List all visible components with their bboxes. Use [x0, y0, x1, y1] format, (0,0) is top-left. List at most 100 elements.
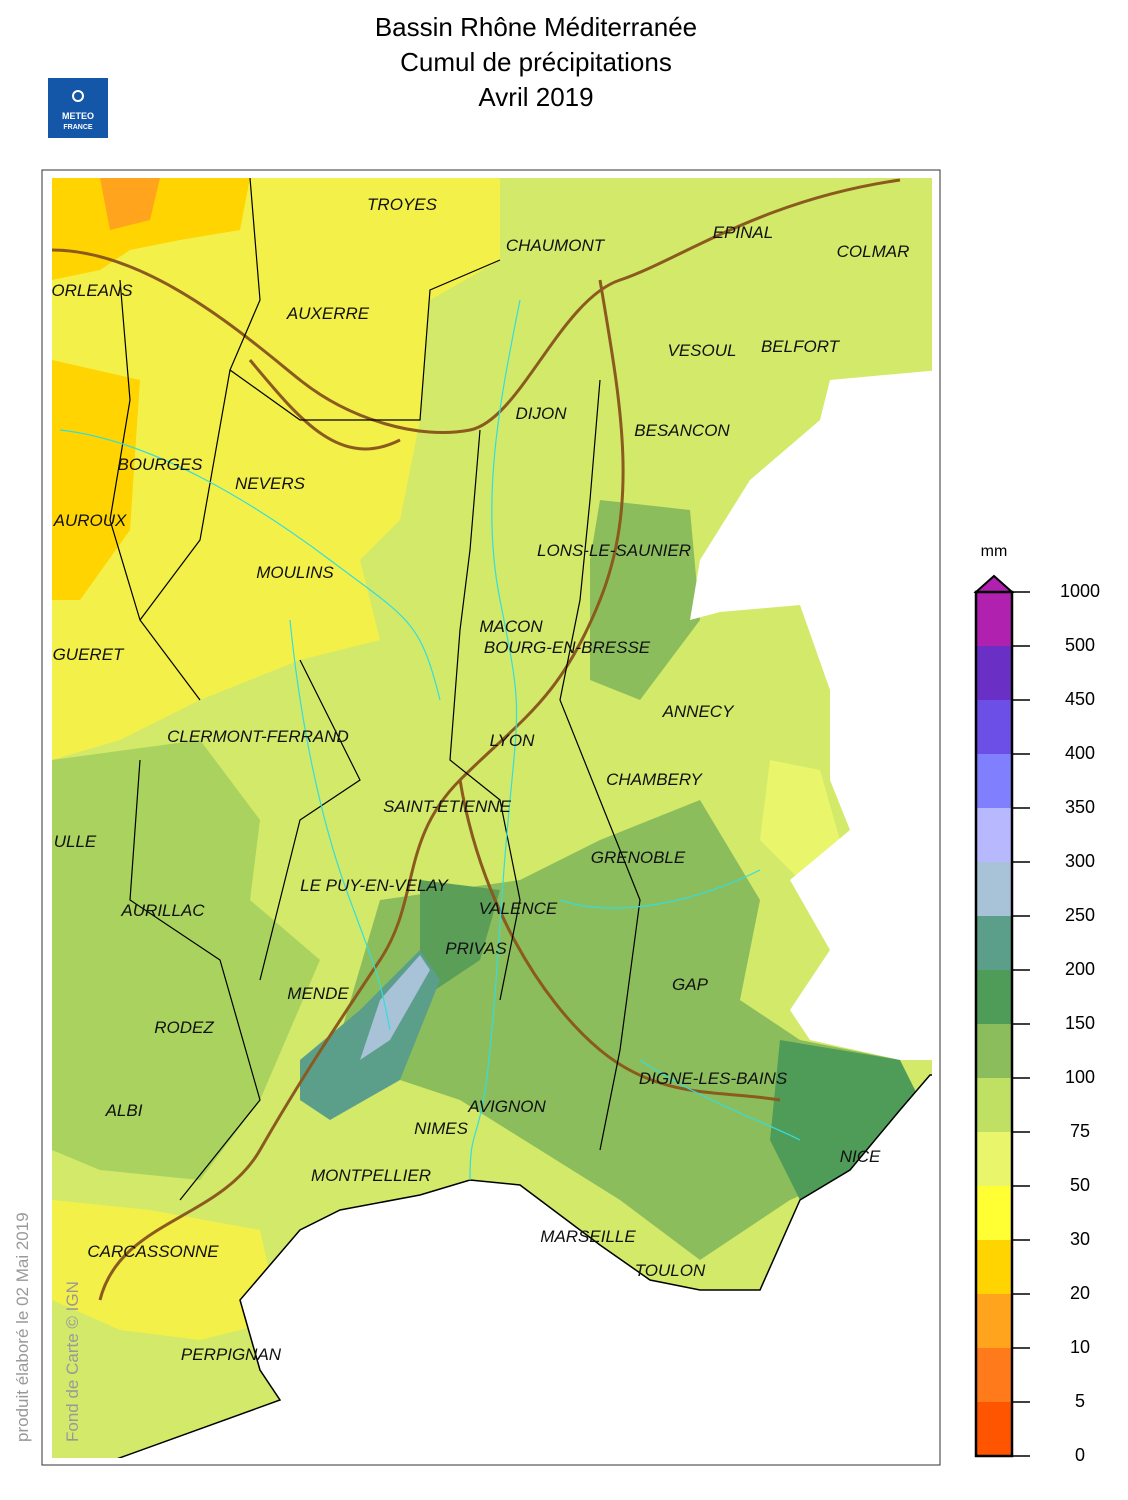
legend-bin [976, 808, 1012, 862]
legend-bin [976, 1132, 1012, 1186]
logo-text: FRANCE [63, 124, 92, 131]
zone-yellow [52, 1200, 280, 1340]
legend-tick-label: 20 [1070, 1283, 1090, 1303]
title-line: Cumul de précipitations [400, 47, 672, 77]
legend-tick-label: 5 [1075, 1391, 1085, 1411]
legend-tick-label: 0 [1075, 1445, 1085, 1465]
rivers [59, 299, 801, 1181]
city-label: LE PUY-EN-VELAY [300, 876, 449, 895]
legend-tick-label: 200 [1065, 959, 1095, 979]
legend-bin [976, 1348, 1012, 1402]
zone-150 [770, 1040, 920, 1200]
sea [117, 1074, 932, 1458]
city-label: NIMES [414, 1119, 469, 1138]
legend-bin [976, 862, 1012, 916]
legend-bin [976, 970, 1012, 1024]
map [52, 178, 932, 1458]
city-label: BESANCON [634, 421, 730, 440]
legend-tick-label: 350 [1065, 797, 1095, 817]
city-label: COLMAR [837, 242, 910, 261]
city-label: MOULINS [256, 563, 334, 582]
city-label: MONTPELLIER [311, 1166, 431, 1185]
legend-tick-label: 500 [1065, 635, 1095, 655]
city-labels: TROYES CHAUMONT EPINAL COLMAR ORLEANS AUXERRE… [51, 195, 909, 1364]
city-label: MACON [479, 617, 543, 636]
city-label: ANNECY [662, 702, 736, 721]
zone-orange [100, 178, 160, 230]
legend-tick-label: 450 [1065, 689, 1095, 709]
logo-icon [72, 90, 84, 102]
city-label: VALENCE [479, 899, 558, 918]
city-label: DIJON [516, 404, 568, 423]
map-frame [41, 169, 941, 1466]
city-label: SAINT-ETIENNE [383, 797, 512, 816]
city-label: AUROUX [53, 511, 127, 530]
zone-250 [360, 955, 430, 1060]
legend-tick-label: 250 [1065, 905, 1095, 925]
city-label: PERPIGNAN [181, 1345, 282, 1364]
department-borders [109, 178, 641, 1201]
legend-bin [976, 916, 1012, 970]
outside-area [690, 370, 932, 1060]
city-label: CARCASSONNE [87, 1242, 219, 1261]
title-line: Bassin Rhône Méditerranée [375, 12, 697, 42]
legend-tick-label: 75 [1070, 1121, 1090, 1141]
legend-tick-label: 10 [1070, 1337, 1090, 1357]
logo [48, 78, 108, 138]
city-label: NEVERS [235, 474, 306, 493]
city-label: CHAUMONT [506, 236, 606, 255]
legend-tick-label: 30 [1070, 1229, 1090, 1249]
basin-borders [52, 178, 901, 1301]
legend-unit: mm [981, 543, 1008, 560]
city-label: GUERET [53, 645, 125, 664]
map-credit: Fond de Carte © IGN [63, 1281, 82, 1442]
city-label: LONS-LE-SAUNIER [537, 541, 691, 560]
legend-bin [976, 646, 1012, 700]
city-label: GAP [672, 975, 709, 994]
zone-gold [52, 360, 140, 600]
legend: mm 0 5 10 20 30 50 75 100 150 200 250 300 350 400 450 5… [973, 543, 1100, 1465]
legend-bin [976, 1402, 1012, 1456]
city-label: RODEZ [154, 1018, 214, 1037]
legend-tick-label: 1000 [1060, 581, 1100, 601]
zone-gold [52, 178, 250, 280]
legend-bin [976, 700, 1012, 754]
title-line: Avril 2019 [478, 82, 593, 112]
city-label: DIGNE-LES-BAINS [639, 1069, 788, 1088]
city-label: BOURG-EN-BRESSE [484, 638, 651, 657]
city-label: LYON [490, 731, 535, 750]
legend-bin [976, 1024, 1012, 1078]
zone-green-dark [590, 500, 700, 700]
production-note: produit élaboré le 02 Mai 2019 [13, 1212, 32, 1442]
city-label: CHAMBERY [606, 770, 703, 789]
city-label: AURILLAC [120, 901, 205, 920]
city-label: MARSEILLE [540, 1227, 636, 1246]
zone-yellow [52, 178, 500, 760]
legend-bin [976, 1078, 1012, 1132]
city-label: BOURGES [117, 455, 203, 474]
legend-tick-label: 100 [1065, 1067, 1095, 1087]
legend-bin [976, 592, 1012, 646]
city-label: VESOUL [668, 341, 737, 360]
city-label: MENDE [287, 984, 349, 1003]
zone-green [52, 740, 320, 1180]
legend-tick-label: 300 [1065, 851, 1095, 871]
legend-tick-label: 150 [1065, 1013, 1095, 1033]
legend-extend-arrow [973, 574, 1015, 593]
city-label: GRENOBLE [591, 848, 686, 867]
city-label: NICE [840, 1147, 881, 1166]
city-label: AUXERRE [286, 304, 370, 323]
logo-text: METEO [62, 111, 94, 121]
zone-150 [420, 880, 500, 1000]
city-label: TOULON [635, 1261, 706, 1280]
legend-bin [976, 1294, 1012, 1348]
city-label: ALBI [105, 1101, 143, 1120]
legend-bin [976, 1240, 1012, 1294]
legend-tick-label: 400 [1065, 743, 1095, 763]
legend-tick-label: 50 [1070, 1175, 1090, 1195]
city-label: BELFORT [761, 337, 841, 356]
city-label: ULLE [54, 832, 97, 851]
city-label: AVIGNON [467, 1097, 546, 1116]
legend-bin [976, 1186, 1012, 1240]
